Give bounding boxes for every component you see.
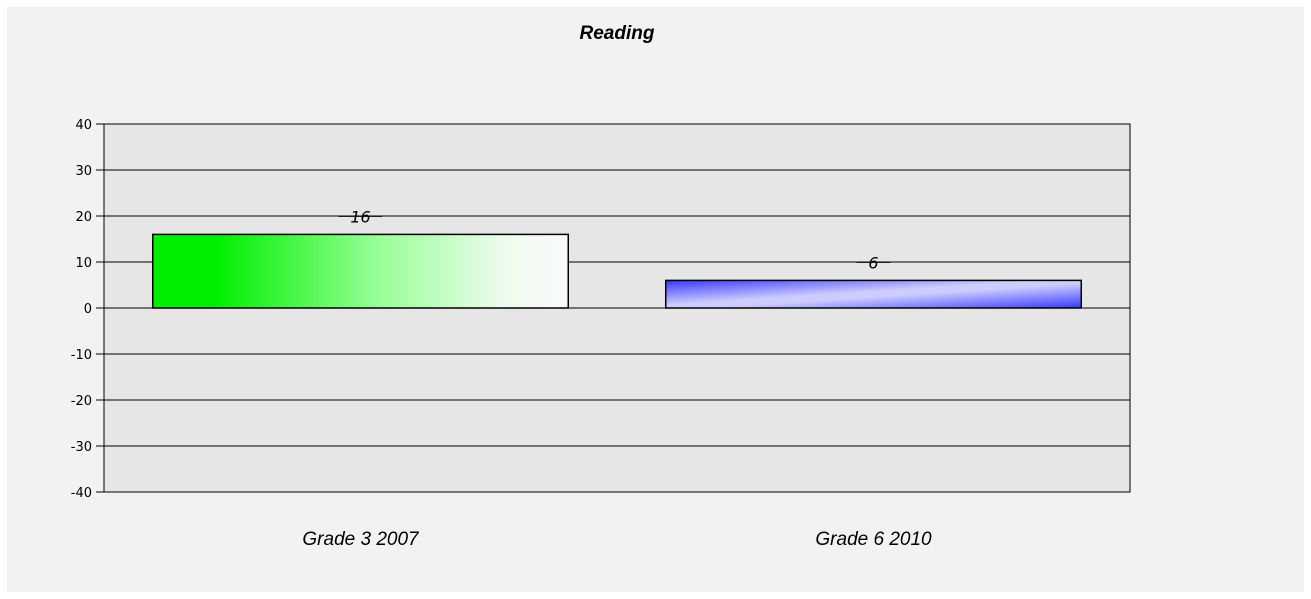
y-tick-label: 30: [75, 164, 92, 179]
y-tick-label: 40: [75, 118, 92, 133]
category-label: Grade 6 2010: [815, 529, 932, 550]
y-tick-label: -10: [71, 348, 92, 363]
bar-2: [664, 279, 1083, 309]
y-tick-label: -30: [71, 440, 92, 455]
y-tick-label: 0: [84, 302, 92, 317]
bar-1: [151, 233, 570, 309]
y-tick-label: -40: [71, 486, 92, 501]
chart-title: Reading: [580, 23, 655, 44]
y-tick-label: 20: [75, 210, 92, 225]
y-tick-label: -20: [71, 394, 92, 409]
y-tick-label: 10: [75, 256, 92, 271]
category-label: Grade 3 2007: [302, 529, 420, 550]
